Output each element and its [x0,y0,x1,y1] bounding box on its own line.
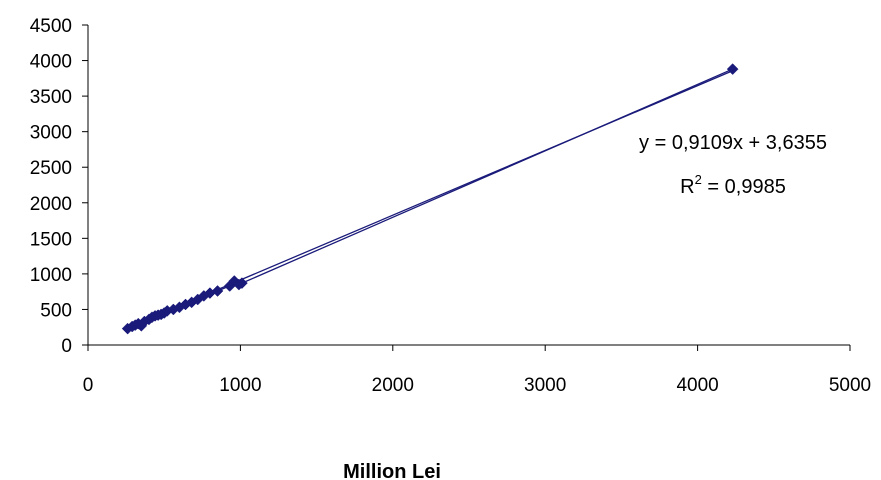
r-squared-value: = 0,9985 [702,176,786,198]
data-point [236,277,248,289]
y-tick-label: 0 [61,336,72,357]
x-tick-label: 5000 [829,375,871,396]
x-tick-label: 2000 [372,375,414,396]
r-squared-superscript: 2 [695,172,702,187]
y-tick-label: 4000 [30,52,72,73]
y-tick-label: 4500 [30,16,72,37]
axes [87,25,850,346]
x-tick-label: 4000 [676,375,718,396]
trendline-equation: y = 0,9109x + 3,6355 [639,132,827,154]
x-axis-title: Million Lei [343,461,441,480]
x-tick-label: 1000 [219,375,261,396]
x-ticks: 0 1000 2000 3000 4000 5000 [83,345,871,396]
y-tick-label: 500 [40,300,72,321]
x-tick-label: 3000 [524,375,566,396]
data-points [121,63,739,335]
y-tick-label: 3500 [30,87,72,108]
y-tick-label: 2500 [30,158,72,179]
x-tick-label: 0 [83,375,94,396]
y-tick-label: 1000 [30,265,72,286]
r-squared-prefix: R [680,176,694,198]
data-point [211,285,224,297]
y-ticks: 0 500 1000 1500 2000 2500 3000 3500 4000 4500 [30,16,88,357]
y-tick-label: 2000 [30,194,72,215]
data-point [726,63,739,75]
y-tick-label: 3000 [30,123,72,144]
r-squared-label: R2 = 0,9985 [680,172,786,198]
y-tick-label: 1500 [30,229,72,250]
